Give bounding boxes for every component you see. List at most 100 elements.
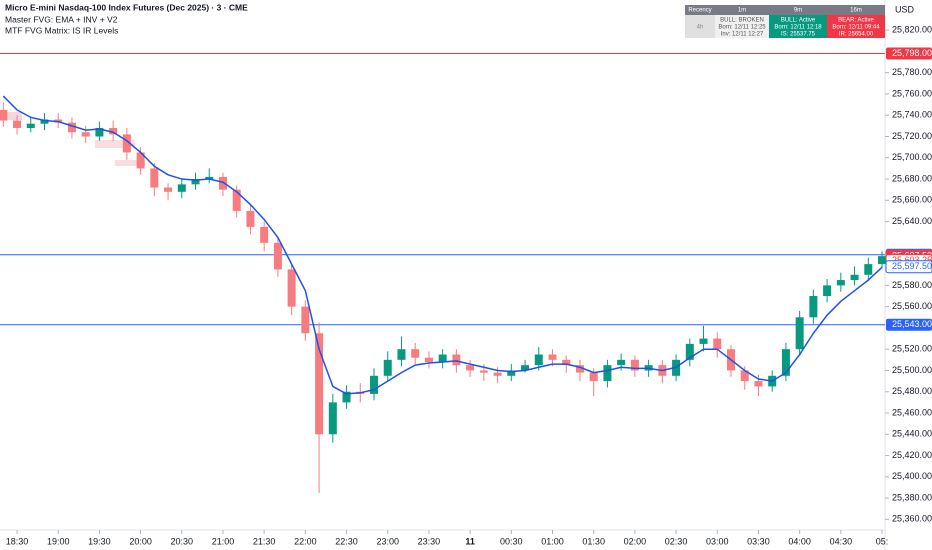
table-cell-text: Born: 12/11 09:44: [832, 25, 880, 31]
candle-body: [438, 354, 447, 362]
price-tag: [886, 47, 932, 60]
candle-body: [136, 152, 145, 169]
price-tag-label: 25,597.50: [892, 261, 932, 271]
y-tick-label: 25,360.00: [892, 514, 932, 524]
table-cell: [715, 15, 769, 38]
candle-body: [122, 134, 131, 153]
candle-body: [507, 370, 516, 376]
plot-area: [0, 53, 887, 493]
candle-body: [452, 354, 461, 366]
candle-body: [328, 402, 337, 435]
candle-body: [534, 354, 543, 366]
candle-body: [699, 338, 708, 344]
matrix-table: Recency 1m 9m 16m 4h BULL: BROKEN Born: …: [685, 5, 885, 38]
candle-body: [630, 359, 639, 371]
price-tag: [885, 260, 932, 274]
table-header: [685, 5, 885, 15]
price-tag: [886, 318, 932, 331]
table-header-text: 1m: [738, 8, 746, 14]
fvg-box: [0, 112, 22, 120]
y-tick-label: 25,740.00: [892, 110, 932, 120]
x-tick-label: 11: [465, 536, 475, 546]
y-tick-label: 25,780.00: [892, 67, 932, 77]
candle-body: [617, 359, 626, 366]
symbol-title: Micro E-mini Nasdaq-100 Index Futures (D…: [5, 2, 248, 12]
y-tick-label: 25,520.00: [892, 344, 932, 354]
candle-body: [95, 127, 104, 137]
table-cell-text: IS: 25537.75: [781, 32, 816, 38]
x-tick-label: 18:30: [6, 536, 29, 546]
y-tick-label: 25,420.00: [892, 450, 932, 460]
y-tick-label: 25,460.00: [892, 407, 932, 417]
candle-body: [205, 176, 214, 180]
x-tick-label: 20:30: [171, 536, 194, 546]
x-tick-label: 03:00: [706, 536, 729, 546]
candle-body: [191, 179, 200, 185]
candle-body: [40, 119, 49, 124]
candle-body: [521, 365, 530, 371]
candle-body: [13, 120, 22, 128]
candle-body: [109, 127, 118, 135]
table-cell-text: BEAR: Active: [838, 18, 874, 24]
x-tick-label: 19:00: [47, 536, 70, 546]
table-header-text: Recency: [688, 8, 711, 14]
candle-body: [383, 359, 392, 376]
candle-body: [836, 280, 845, 286]
candle-body: [548, 354, 557, 360]
candle-body: [424, 357, 433, 362]
currency: USD: [895, 4, 915, 14]
candle-body: [754, 381, 763, 387]
x-tick-label: 21:00: [212, 536, 235, 546]
candle-body: [0, 109, 8, 121]
x-tick-label: 23:00: [376, 536, 399, 546]
table-cell-text: Born: 12/11 12:18: [774, 25, 822, 31]
candle-body: [260, 226, 269, 243]
candle-body: [466, 365, 475, 371]
candle-body: [795, 317, 804, 350]
x-tick-label: 01:00: [541, 536, 564, 546]
candle-body: [864, 264, 873, 275]
table-header-text: 16m: [850, 8, 862, 14]
candle-body: [273, 242, 282, 270]
table-cell: [685, 15, 715, 38]
table-row-label: 4h: [697, 25, 704, 31]
x-tick-label: 05:: [876, 536, 889, 546]
y-tick-label: 25,820.00: [892, 25, 932, 35]
indicator-label: MTF FVG Matrix: IS IR Levels: [5, 25, 118, 35]
candle-body: [685, 343, 694, 360]
y-tick-label: 25,720.00: [892, 131, 932, 141]
table-cell-text: IR: 25654.00: [839, 32, 874, 38]
ema-line: [2, 95, 883, 395]
y-tick-label: 25,440.00: [892, 429, 932, 439]
candle-body: [315, 333, 324, 435]
candle-body: [809, 296, 818, 318]
table-cell-text: BULL: BROKEN: [720, 18, 764, 24]
candle-body: [81, 132, 90, 137]
y-tick-label: 25,500.00: [892, 365, 932, 375]
candle-body: [603, 365, 612, 382]
y-tick-label: 25,400.00: [892, 471, 932, 481]
candle-body: [781, 349, 790, 376]
candle-body: [740, 370, 749, 382]
candle-body: [589, 372, 598, 382]
x-tick-label: 04:30: [830, 536, 853, 546]
candle-body: [479, 370, 488, 373]
table-cell-text: Born: 12/11 12:25: [718, 25, 766, 31]
candle-body: [342, 391, 351, 403]
candle-body: [301, 306, 310, 334]
y-tick-label: 25,700.00: [892, 152, 932, 162]
candle-body: [411, 349, 420, 358]
x-tick-label: 19:30: [88, 536, 111, 546]
x-tick-label: 23:30: [418, 536, 441, 546]
candle-body: [232, 189, 241, 211]
candle-body: [218, 176, 227, 190]
fvg-box: [115, 160, 145, 166]
price-tag-label: 25,798.00: [892, 48, 932, 58]
candle-body: [164, 187, 173, 192]
y-tick-label: 25,560.00: [892, 301, 932, 311]
price-tag-label: 25,543.00: [892, 319, 932, 329]
x-tick-label: 22:30: [335, 536, 358, 546]
candle-body: [287, 269, 296, 307]
candle-body: [26, 123, 35, 128]
